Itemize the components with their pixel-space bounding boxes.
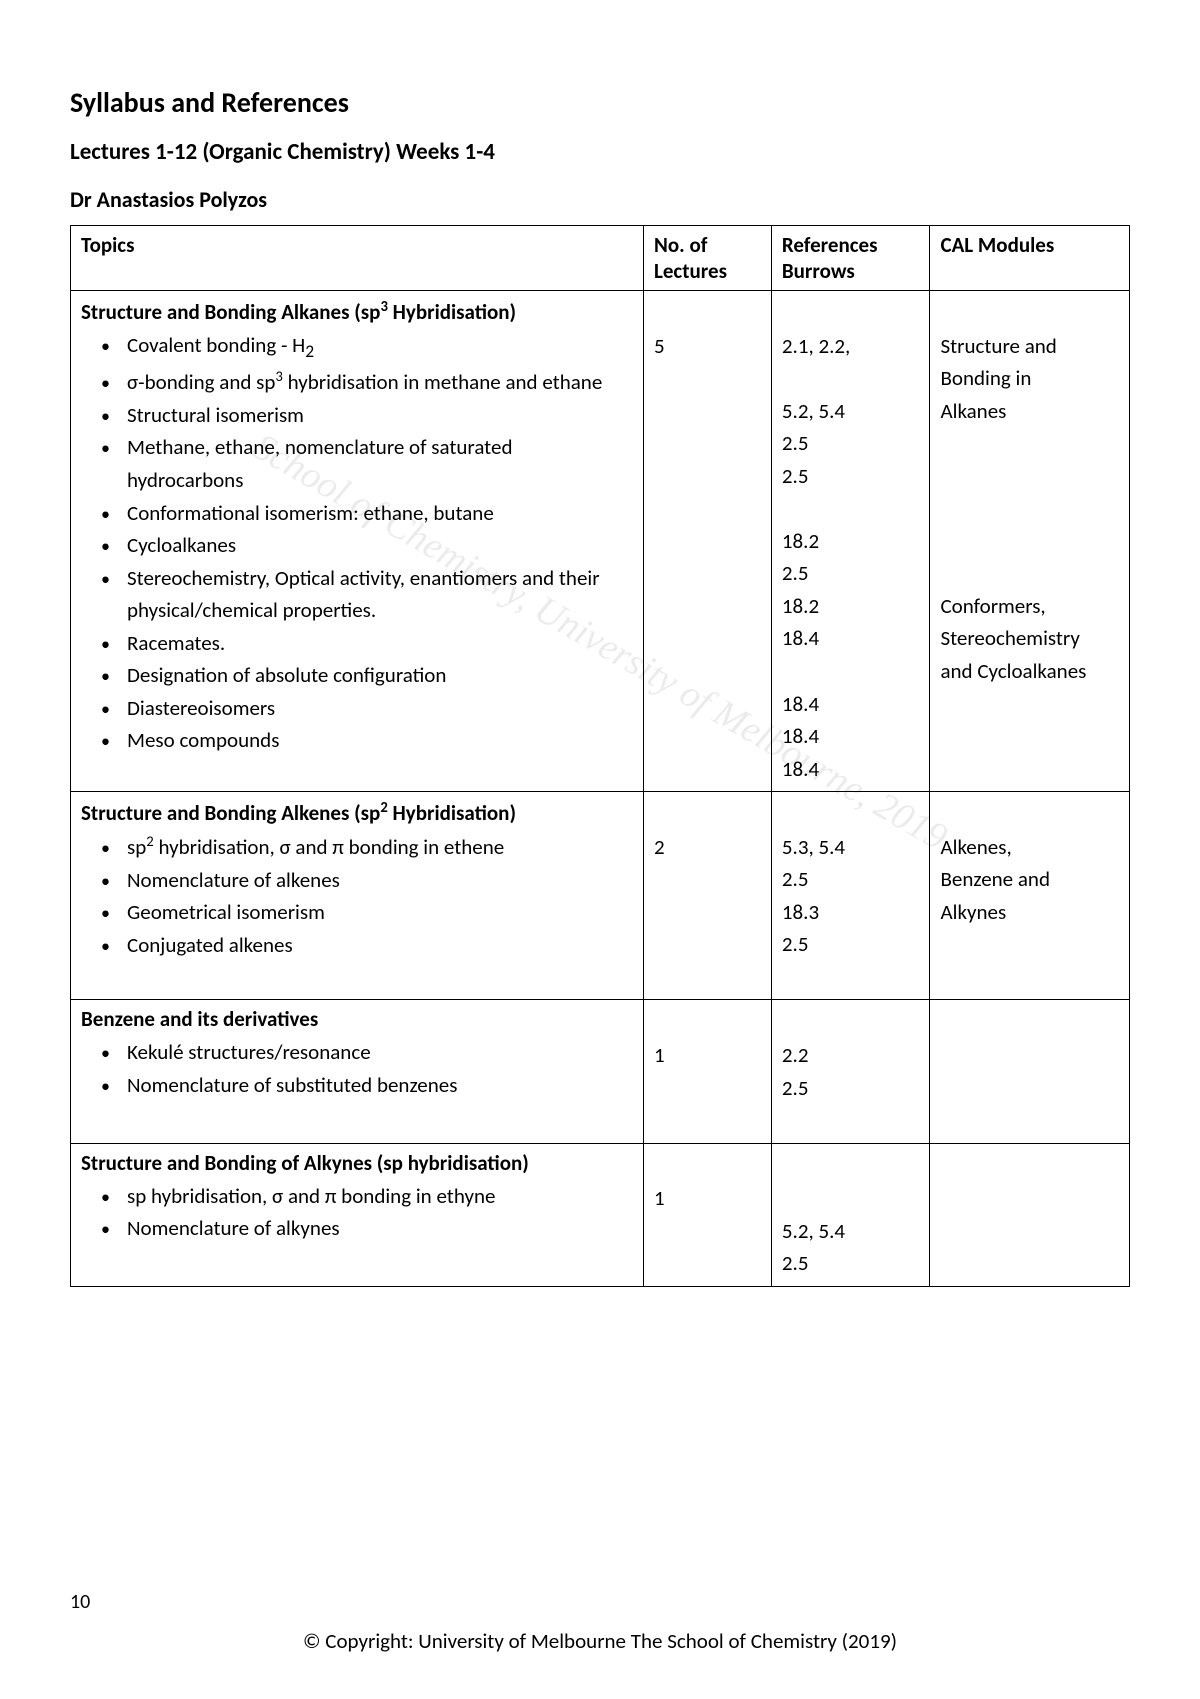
header-refs: ReferencesBurrows [771, 226, 930, 291]
topic-item: Stereochemistry, Optical activity, enant… [81, 562, 633, 627]
topic-item: Racemates. [81, 627, 633, 660]
topics-cell: Benzene and its derivatives Kekulé struct… [71, 1000, 644, 1143]
syllabus-table: TopicsNo. ofLecturesReferencesBurrowsCAL… [70, 225, 1130, 1287]
topic-item: Geometrical isomerism [81, 896, 633, 929]
references-cell: 2.22.5 [771, 1000, 930, 1143]
references-cell: 5.2, 5.42.5 [771, 1143, 930, 1286]
topic-item: Nomenclature of alkynes [81, 1212, 633, 1245]
topic-item: Nomenclature of substituted benzenes [81, 1069, 633, 1102]
topic-item: Structural isomerism [81, 399, 633, 432]
page-title: Syllabus and References [70, 85, 1130, 120]
table-row: Benzene and its derivatives Kekulé struct… [71, 1000, 1130, 1143]
topic-item: σ-bonding and sp3 hybridisation in metha… [81, 365, 633, 399]
topic-item: Designation of absolute configuration [81, 659, 633, 692]
topics-cell: Structure and Bonding Alkenes (sp2 Hybri… [71, 792, 644, 1000]
cal-cell [930, 1000, 1130, 1143]
header-topics: Topics [71, 226, 644, 291]
lectures-cell: 1 [643, 1143, 771, 1286]
table-row: Structure and Bonding Alkanes (sp3 Hybri… [71, 291, 1130, 792]
cal-cell: Alkenes,Benzene andAlkynes [930, 792, 1130, 1000]
section-title: Structure and Bonding Alkanes (sp3 Hybri… [81, 297, 633, 325]
references-cell: 5.3, 5.42.518.32.5 [771, 792, 930, 1000]
copyright-text: © Copyright: University of Melbourne The… [0, 1628, 1200, 1654]
references-cell: 2.1, 2.2, 5.2, 5.42.52.5 18.22.518.218.4… [771, 291, 930, 792]
cal-cell [930, 1143, 1130, 1286]
page-content: Syllabus and References Lectures 1-12 (O… [0, 0, 1200, 1337]
header-lectures: No. ofLectures [643, 226, 771, 291]
topic-item: sp hybridisation, σ and π bonding in eth… [81, 1180, 633, 1213]
table-body: Structure and Bonding Alkanes (sp3 Hybri… [71, 291, 1130, 1287]
lecturer-name: Dr Anastasios Polyzos [70, 186, 1130, 213]
topic-item: Kekulé structures/resonance [81, 1036, 633, 1069]
topics-cell: Structure and Bonding of Alkynes (sp hyb… [71, 1143, 644, 1286]
topics-cell: Structure and Bonding Alkanes (sp3 Hybri… [71, 291, 644, 792]
topic-list: Covalent bonding - H2σ-bonding and sp3 h… [81, 329, 633, 757]
topic-item: Nomenclature of alkenes [81, 864, 633, 897]
topic-item: Diastereoisomers [81, 692, 633, 725]
topic-item: sp2 hybridisation, σ and π bonding in et… [81, 830, 633, 864]
table-row: Structure and Bonding Alkenes (sp2 Hybri… [71, 792, 1130, 1000]
page-subtitle: Lectures 1-12 (Organic Chemistry) Weeks … [70, 138, 1130, 166]
header-cal: CAL Modules [930, 226, 1130, 291]
lectures-cell: 1 [643, 1000, 771, 1143]
topic-item: Covalent bonding - H2 [81, 329, 633, 365]
section-title: Structure and Bonding Alkenes (sp2 Hybri… [81, 798, 633, 826]
table-header-row: TopicsNo. ofLecturesReferencesBurrowsCAL… [71, 226, 1130, 291]
topic-item: Methane, ethane, nomenclature of saturat… [81, 431, 633, 496]
lectures-cell: 5 [643, 291, 771, 792]
cal-cell: Structure andBonding inAlkanes Conformer… [930, 291, 1130, 792]
lectures-cell: 2 [643, 792, 771, 1000]
topic-item: Conjugated alkenes [81, 929, 633, 962]
topic-item: Cycloalkanes [81, 529, 633, 562]
topic-list: sp hybridisation, σ and π bonding in eth… [81, 1180, 633, 1245]
section-title: Benzene and its derivatives [81, 1006, 633, 1032]
page-number: 10 [70, 1590, 90, 1614]
topic-item: Meso compounds [81, 724, 633, 757]
topic-list: Kekulé structures/resonanceNomenclature … [81, 1036, 633, 1101]
topic-item: Conformational isomerism: ethane, butane [81, 497, 633, 530]
topic-list: sp2 hybridisation, σ and π bonding in et… [81, 830, 633, 961]
table-row: Structure and Bonding of Alkynes (sp hyb… [71, 1143, 1130, 1286]
section-title: Structure and Bonding of Alkynes (sp hyb… [81, 1150, 633, 1176]
